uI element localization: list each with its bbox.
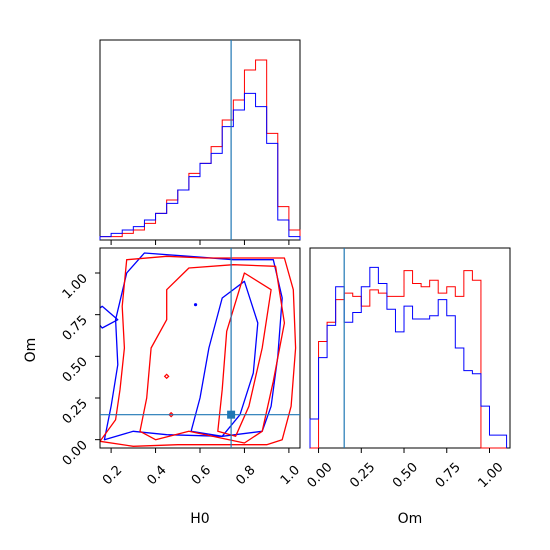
h0-hist-red: [99, 59, 301, 240]
contour-y-tick-label: 0.75: [60, 313, 91, 344]
contour-y-tick-label: 0.00: [60, 438, 91, 469]
contour-y-tick-label: 1.00: [60, 271, 91, 302]
contour-red-2: [217, 272, 272, 437]
om-x-tick-label: 0.75: [433, 460, 464, 491]
contour-x-tick-label: 1.0: [278, 463, 303, 488]
contour-red-dot: [163, 373, 170, 380]
contour-blue-0: [103, 252, 283, 441]
contour-x-tick-label: 0.2: [100, 463, 125, 488]
y-axis-label-om: Om: [23, 338, 39, 363]
h0-histogram-frame: [99, 39, 301, 241]
om-hist-red: [310, 270, 507, 449]
h0-hist-blue: [99, 92, 301, 240]
x-axis-label-om: Om: [398, 511, 423, 527]
om-hist-blue: [309, 266, 508, 448]
om-x-tick-label: 0.50: [390, 460, 421, 491]
contour-y-tick-label: 0.50: [60, 355, 91, 386]
om-x-tick-label: 0.25: [347, 460, 378, 491]
contour-frame: [99, 247, 301, 449]
om-histogram-frame: [309, 247, 511, 449]
contour-blue-dot: [193, 303, 198, 307]
contour-y-tick-label: 0.25: [60, 396, 91, 427]
om-x-tick-label: 1.00: [475, 460, 506, 491]
contour-group: [100, 252, 297, 447]
contour-x-tick-label: 0.4: [144, 463, 169, 488]
contour-x-tick-label: 0.6: [189, 463, 214, 488]
contour-x-tick-label: 0.8: [233, 463, 258, 488]
x-axis-label-h0: H0: [190, 511, 209, 527]
contour-blue-2: [100, 305, 119, 329]
contour-red-1: [139, 264, 286, 444]
contour-red-0: [100, 255, 297, 447]
om-x-tick-label: 0.00: [305, 460, 336, 491]
truth-marker: [227, 410, 236, 419]
